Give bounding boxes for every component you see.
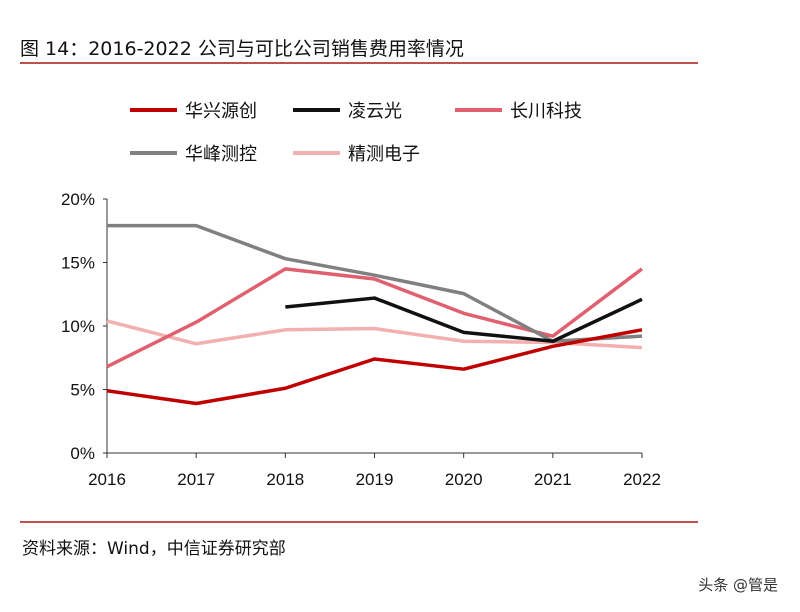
legend-label: 华兴源创 (185, 101, 257, 122)
x-tick-label: 2021 (534, 470, 572, 489)
legend-label: 华峰测控 (185, 144, 257, 165)
x-tick-label: 2022 (623, 470, 661, 489)
x-tick-label: 2020 (445, 470, 483, 489)
series-line (106, 328, 643, 406)
title-divider (20, 62, 698, 64)
y-tick-label: 20% (61, 190, 95, 209)
source-note: 资料来源：Wind，中信证券研究部 (22, 539, 286, 559)
legend-label: 精测电子 (348, 144, 420, 165)
y-tick-label: 15% (61, 254, 95, 273)
series-line (107, 223, 643, 343)
chart-title: 图 14：2016-2022 公司与可比公司销售费用率情况 (20, 38, 464, 60)
x-tick-label: 2019 (356, 470, 394, 489)
source-divider (20, 521, 698, 523)
legend-label: 凌云光 (348, 101, 402, 122)
x-tick-label: 2016 (88, 470, 126, 489)
x-tick-label: 2017 (177, 470, 215, 489)
y-tick-label: 0% (70, 444, 95, 463)
x-tick-label: 2018 (266, 470, 304, 489)
series-line (285, 296, 643, 343)
watermark: 头条 @管是 (698, 576, 778, 594)
legend-label: 长川科技 (510, 101, 582, 122)
series-line (106, 267, 644, 369)
y-tick-label: 5% (70, 381, 95, 400)
y-tick-label: 10% (61, 317, 95, 336)
